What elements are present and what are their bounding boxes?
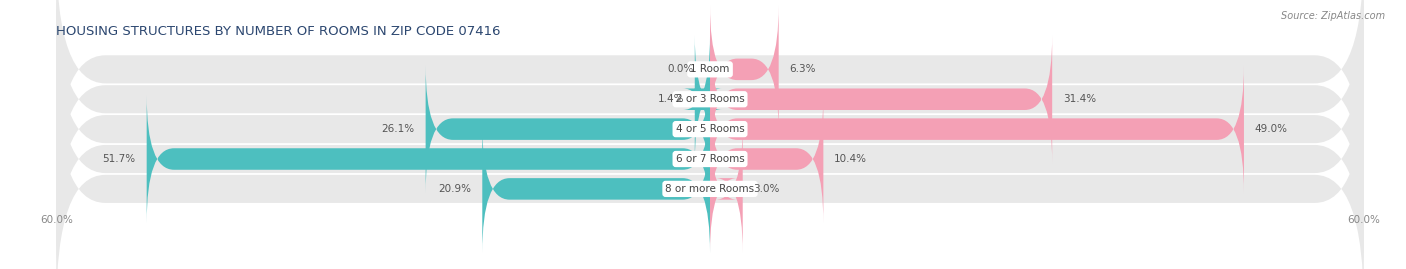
FancyBboxPatch shape [56, 68, 1364, 269]
FancyBboxPatch shape [710, 95, 824, 223]
Text: 6.3%: 6.3% [790, 64, 815, 74]
FancyBboxPatch shape [710, 35, 1052, 163]
Text: 1.4%: 1.4% [658, 94, 683, 104]
FancyBboxPatch shape [56, 0, 1364, 190]
FancyBboxPatch shape [710, 65, 1244, 193]
Text: 26.1%: 26.1% [381, 124, 415, 134]
FancyBboxPatch shape [426, 65, 710, 193]
Text: 1 Room: 1 Room [690, 64, 730, 74]
FancyBboxPatch shape [710, 125, 742, 253]
Text: 0.0%: 0.0% [668, 64, 693, 74]
Text: 49.0%: 49.0% [1256, 124, 1288, 134]
Text: 3.0%: 3.0% [754, 184, 780, 194]
Text: 51.7%: 51.7% [103, 154, 136, 164]
Text: 4 or 5 Rooms: 4 or 5 Rooms [676, 124, 744, 134]
Text: 8 or more Rooms: 8 or more Rooms [665, 184, 755, 194]
FancyBboxPatch shape [146, 95, 710, 223]
FancyBboxPatch shape [56, 38, 1364, 269]
Text: 10.4%: 10.4% [834, 154, 868, 164]
FancyBboxPatch shape [56, 9, 1364, 250]
FancyBboxPatch shape [482, 125, 710, 253]
Text: 2 or 3 Rooms: 2 or 3 Rooms [676, 94, 744, 104]
Text: 20.9%: 20.9% [439, 184, 471, 194]
Text: 31.4%: 31.4% [1063, 94, 1097, 104]
Text: HOUSING STRUCTURES BY NUMBER OF ROOMS IN ZIP CODE 07416: HOUSING STRUCTURES BY NUMBER OF ROOMS IN… [56, 24, 501, 38]
FancyBboxPatch shape [683, 35, 723, 163]
Text: 6 or 7 Rooms: 6 or 7 Rooms [676, 154, 744, 164]
Text: Source: ZipAtlas.com: Source: ZipAtlas.com [1281, 11, 1385, 21]
FancyBboxPatch shape [710, 5, 779, 133]
FancyBboxPatch shape [56, 0, 1364, 220]
